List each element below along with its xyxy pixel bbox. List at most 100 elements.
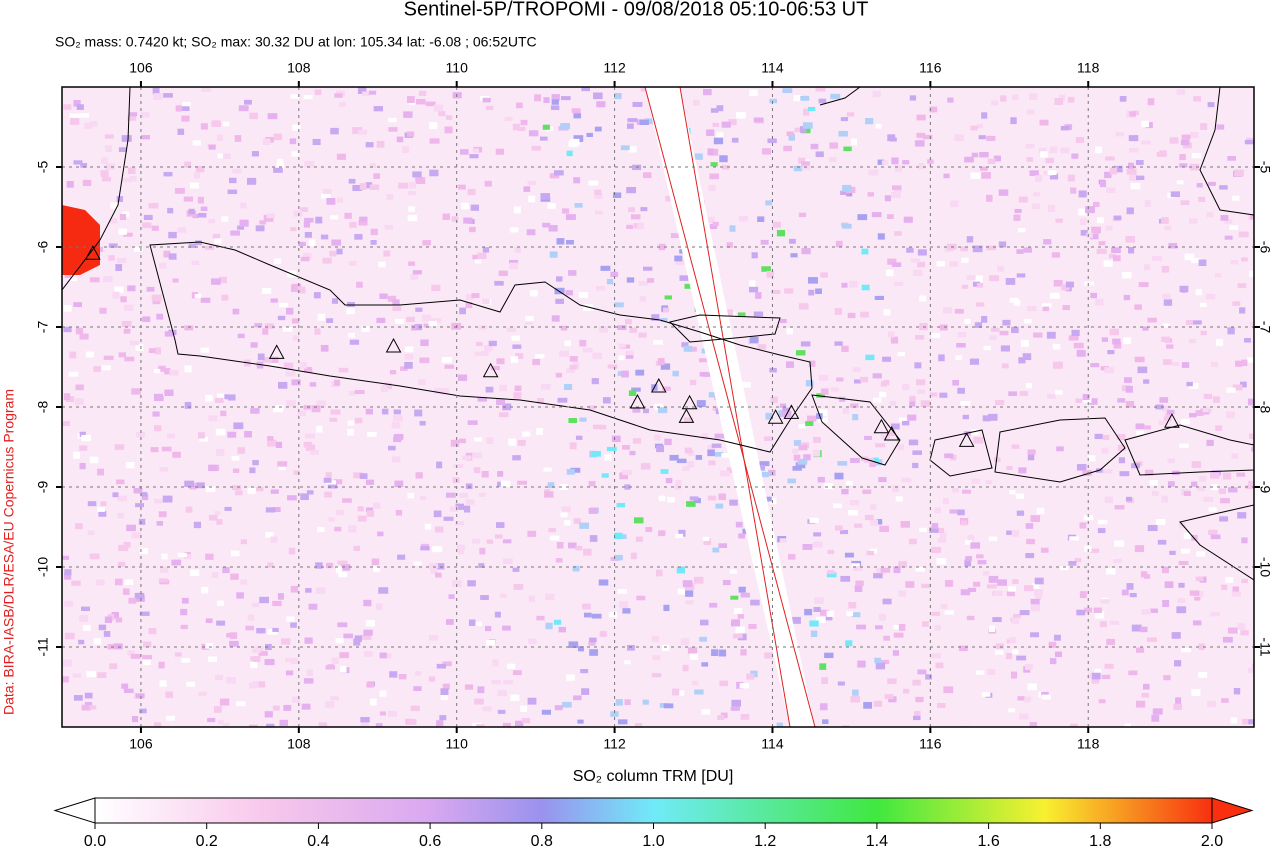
pixel (292, 124, 301, 131)
pixel (847, 312, 856, 319)
pixel (779, 403, 787, 408)
pixel (522, 431, 531, 437)
pixel (169, 370, 179, 376)
pixel (118, 228, 127, 235)
pixel (1241, 257, 1248, 262)
pixel (779, 538, 787, 543)
pixel (1090, 292, 1098, 299)
pixel (379, 652, 387, 659)
pixel (129, 340, 139, 346)
pixel (750, 599, 760, 606)
pixel (821, 388, 829, 395)
pixel (716, 105, 724, 112)
pixel (709, 223, 718, 230)
pixel (664, 438, 672, 446)
pixel (325, 472, 332, 478)
pixel (63, 104, 72, 110)
pixel (528, 195, 536, 203)
pixel (1053, 279, 1063, 287)
pixel (1210, 472, 1220, 479)
pixel (201, 586, 209, 594)
pixel (772, 221, 781, 228)
pixel (1193, 320, 1202, 325)
pixel (1008, 708, 1016, 713)
pixel (1190, 481, 1198, 487)
pixel (1227, 156, 1236, 161)
pixel (373, 173, 381, 179)
pixel (1163, 416, 1172, 422)
pixel (998, 241, 1007, 248)
pixel (573, 113, 582, 119)
pixel (1025, 383, 1032, 389)
pixel (579, 339, 587, 347)
pixel (929, 106, 938, 113)
pixel (870, 519, 879, 526)
pixel (707, 148, 714, 155)
pixel (186, 681, 196, 687)
pixel (687, 647, 698, 654)
pixel (988, 536, 998, 541)
pixel (308, 603, 318, 610)
pixel (922, 134, 933, 140)
pixel (520, 705, 528, 712)
pixel (303, 252, 312, 260)
pixel (1048, 641, 1057, 648)
pixel (406, 719, 417, 725)
pixel (1144, 200, 1151, 207)
pixel (731, 699, 742, 707)
pixel (384, 382, 392, 390)
volcano (678, 408, 695, 423)
pixel (931, 332, 941, 338)
pixel (1117, 398, 1126, 403)
pixel (64, 569, 72, 576)
pixel (527, 697, 537, 705)
pixel (201, 87, 212, 92)
pixel (994, 457, 1001, 462)
pixel (594, 126, 602, 132)
pixel (465, 452, 475, 458)
pixel (848, 280, 858, 288)
pixel (258, 651, 268, 656)
pixel (1012, 579, 1019, 584)
pixel (583, 304, 594, 311)
pixel (686, 501, 696, 507)
pixel (1233, 688, 1241, 695)
pixel (1018, 357, 1026, 364)
pixel (370, 240, 377, 245)
pixel (549, 173, 560, 179)
pixel (1008, 391, 1018, 397)
pixel (527, 180, 536, 186)
pixel (1220, 214, 1229, 221)
pixel (680, 638, 690, 646)
pixel (535, 354, 545, 359)
pixel (154, 368, 161, 374)
pixel (782, 88, 793, 94)
pixel (103, 355, 114, 360)
pixel (415, 307, 423, 312)
pixel (1142, 326, 1149, 331)
pixel (363, 629, 373, 636)
pixel (352, 127, 363, 134)
pixel (543, 97, 550, 103)
pixel (633, 517, 644, 524)
pixel (942, 497, 949, 505)
pixel (629, 327, 638, 333)
pixel (848, 510, 858, 516)
pixel (403, 111, 413, 118)
pixel (1223, 219, 1233, 224)
pixel (658, 407, 668, 414)
pixel (912, 679, 921, 686)
pixel (153, 722, 162, 727)
pixel (560, 96, 571, 101)
pixel (873, 573, 883, 579)
pixel (842, 223, 852, 229)
pixel (1006, 591, 1015, 597)
pixel (1068, 560, 1077, 566)
pixel (208, 656, 218, 662)
pixel (568, 140, 578, 148)
pixel (81, 704, 91, 711)
pixel (875, 662, 886, 670)
pixel (582, 347, 593, 353)
pixel (737, 312, 746, 317)
pixel (471, 293, 480, 299)
